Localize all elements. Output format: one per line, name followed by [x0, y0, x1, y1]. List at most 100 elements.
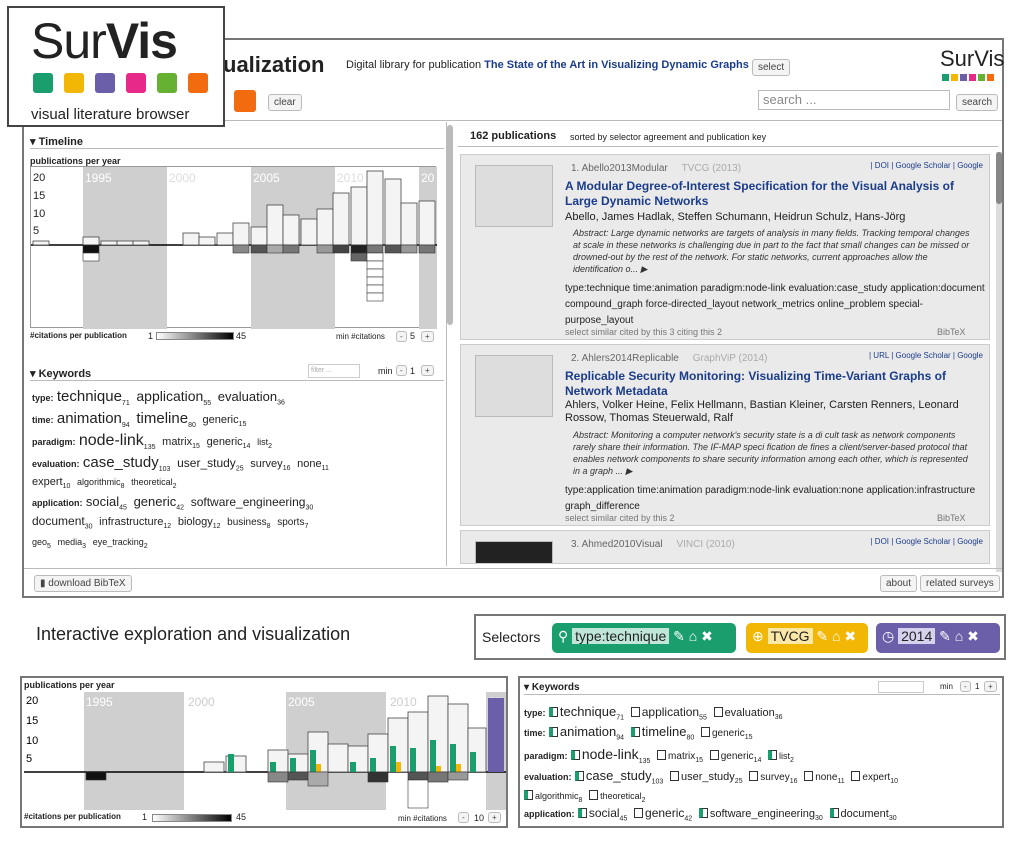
- decrement-button[interactable]: -: [396, 365, 407, 376]
- citations-label: #citations per publication: [30, 331, 127, 340]
- publication-links[interactable]: | DOI | Google Scholar | Google: [870, 537, 983, 546]
- bibtex-link[interactable]: BibTeX: [937, 513, 966, 523]
- decrement-button[interactable]: -: [396, 331, 407, 342]
- search-input[interactable]: search ...: [758, 90, 950, 110]
- related-surveys-button[interactable]: related surveys: [920, 575, 1000, 592]
- keywords-min-label: min: [378, 366, 393, 376]
- publication-actions[interactable]: select similar cited by this 2: [565, 513, 675, 523]
- svg-text:10: 10: [33, 208, 45, 220]
- page-title: ualization: [223, 52, 325, 77]
- citation-gradient: [152, 814, 232, 822]
- brand-subtitle: visual literature browser: [31, 106, 190, 123]
- min-citations-value: 5: [410, 331, 416, 341]
- download-bibtex-button[interactable]: ▮ download BibTeX: [34, 575, 132, 592]
- increment-button[interactable]: +: [984, 681, 997, 692]
- selector-type-technique[interactable]: ⚲ type:technique ✎ ⌂ ✖: [552, 623, 736, 653]
- svg-text:2010: 2010: [337, 171, 364, 185]
- publication-abstract: Abstract: Large dynamic networks are tar…: [573, 228, 970, 274]
- publication-authors[interactable]: Ahlers, Volker Heine, Felix Hellmann, Ba…: [565, 399, 959, 424]
- svg-text:2005: 2005: [288, 695, 315, 709]
- keywords2-header[interactable]: ▾ Keywords: [524, 682, 580, 693]
- clear-button[interactable]: clear: [268, 94, 302, 111]
- app-window: ualization Digital library for publicati…: [22, 38, 1004, 598]
- range-min: 1: [148, 331, 154, 341]
- selector-2014[interactable]: ◷ 2014 ✎ ⌂ ✖: [876, 623, 1000, 653]
- svg-text:5: 5: [33, 225, 39, 237]
- publication-thumbnail: [475, 165, 553, 227]
- selector-tvcg[interactable]: ⊕ TVCG ✎ ⌂ ✖: [746, 623, 868, 653]
- range-max: 45: [236, 331, 247, 341]
- publication-links[interactable]: | URL | Google Scholar | Google: [869, 351, 983, 360]
- svg-text:2010: 2010: [390, 695, 417, 709]
- logo-square: [157, 73, 177, 93]
- min-citations-value: 10: [474, 813, 485, 823]
- publication-card[interactable]: 2. Ahlers2014Replicable GraphViP (2014) …: [460, 344, 990, 526]
- timeline-header[interactable]: ▾ Timeline: [30, 136, 84, 148]
- publication-tags[interactable]: type:technique time:animation paradigm:n…: [565, 283, 985, 326]
- selectors-label: Selectors: [482, 629, 541, 645]
- svg-text:20: 20: [33, 172, 45, 184]
- keywords-detail-panel: ▾ Keywords min - 1 + type: technique71 a…: [518, 676, 1004, 828]
- timeline2-ylabel: publications per year: [24, 680, 115, 690]
- keywords2-min-value: 1: [975, 682, 980, 691]
- library-description: Digital library for publication The Stat…: [346, 59, 749, 71]
- keyword-cloud[interactable]: type: technique71 application55 evaluati…: [32, 388, 329, 550]
- svg-text:20: 20: [421, 171, 435, 185]
- caption: Interactive exploration and visualizatio…: [36, 624, 351, 644]
- keywords-header[interactable]: ▾ Keywords: [30, 368, 92, 380]
- about-button[interactable]: about: [880, 575, 918, 592]
- increment-button[interactable]: +: [488, 812, 501, 823]
- svg-text:1995: 1995: [86, 695, 113, 709]
- select-button[interactable]: select: [752, 59, 791, 76]
- timeline-chart[interactable]: 1995 2000 2005 2010 20 20 15 10 5: [30, 166, 437, 329]
- svg-text:5: 5: [26, 753, 32, 765]
- publication-thumbnail: [475, 355, 553, 417]
- survis-logo-panel: SurVis visual literature browser: [7, 6, 225, 127]
- decrement-button[interactable]: -: [458, 812, 469, 823]
- keywords-min-value: 1: [410, 366, 416, 376]
- publication-actions[interactable]: select similar cited by this 3 citing th…: [565, 327, 723, 337]
- svg-text:2000: 2000: [188, 695, 215, 709]
- keyword-filter-input[interactable]: [878, 681, 924, 693]
- survis-logo-text: SurVis: [31, 13, 178, 69]
- keywords2-min-label: min: [940, 682, 953, 691]
- svg-text:15: 15: [33, 190, 45, 202]
- publication-card[interactable]: 3. Ahmed2010Visual VINCI (2010) | DOI | …: [460, 530, 990, 564]
- increment-button[interactable]: +: [421, 331, 434, 342]
- timeline-detail-panel: publications per year 1995 2000 2005 2010 20…: [20, 676, 508, 828]
- publication-authors[interactable]: Abello, James Hadlak, Steffen Schumann, …: [565, 211, 906, 223]
- publication-title[interactable]: Replicable Security Monitoring: Visualiz…: [565, 369, 946, 398]
- sort-info: sorted by selector agreement and publica…: [570, 132, 767, 142]
- publication-links[interactable]: | DOI | Google Scholar | Google: [870, 161, 983, 170]
- logo-square: [188, 73, 208, 93]
- svg-text:2000: 2000: [169, 171, 196, 185]
- svg-text:1995: 1995: [85, 171, 112, 185]
- left-scrollbar[interactable]: [447, 125, 453, 325]
- color-selector-button[interactable]: [234, 90, 256, 112]
- range-min: 1: [142, 812, 148, 822]
- publication-title[interactable]: A Modular Degree-of-Interest Specificati…: [565, 179, 954, 208]
- decrement-button[interactable]: -: [960, 681, 971, 692]
- timeline-svg: 1995 2000 2005 2010 20 20 15 10 5: [31, 167, 437, 329]
- citation-gradient: [156, 332, 234, 340]
- min-citations-label: min #citations: [336, 332, 385, 341]
- search-button[interactable]: search: [956, 94, 999, 111]
- increment-button[interactable]: +: [421, 365, 434, 376]
- logo-square: [95, 73, 115, 93]
- results-scrollbar[interactable]: [996, 152, 1002, 572]
- timeline-ylabel: publications per year: [30, 156, 121, 166]
- svg-text:2005: 2005: [253, 171, 280, 185]
- svg-text:10: 10: [26, 735, 38, 747]
- result-count: 162 publications: [470, 130, 557, 142]
- bibtex-link[interactable]: BibTeX: [937, 327, 966, 337]
- range-max: 45: [236, 812, 247, 822]
- keyword-filter-input[interactable]: filter ...: [308, 364, 360, 378]
- svg-text:20: 20: [26, 695, 38, 707]
- citations-label: #citations per publication: [24, 812, 121, 821]
- logo-square: [126, 73, 146, 93]
- min-citations-label: min #citations: [398, 814, 447, 823]
- publication-tags[interactable]: type:application time:animation paradigm…: [565, 485, 976, 512]
- publication-card[interactable]: 1. Abello2013Modular TVCG (2013) | DOI |…: [460, 154, 990, 340]
- publication-thumbnail: [475, 541, 553, 563]
